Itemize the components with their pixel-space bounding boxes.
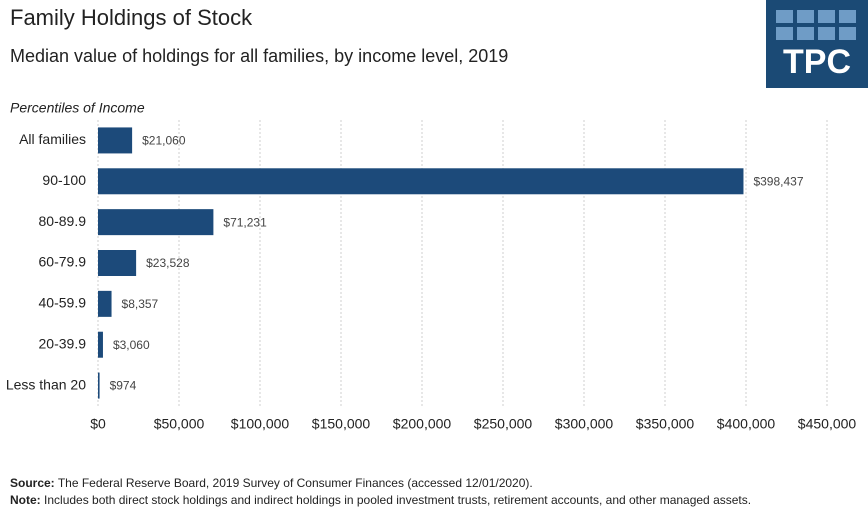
x-tick-label: $450,000 [798,416,857,432]
value-label: $974 [110,379,137,393]
x-tick-label: $50,000 [154,416,205,432]
y-tick-label: All families [19,131,86,147]
y-tick-label: 90-100 [42,172,86,188]
y-tick-label: 20-39.9 [39,335,87,351]
source-label: Source: [10,476,55,490]
plot [97,120,828,406]
y-tick-label: 80-89.9 [39,213,87,229]
source: Source: The Federal Reserve Board, 2019 … [10,476,533,490]
x-tick-label: $0 [90,416,106,432]
logo-squares [776,10,856,40]
x-tick-label: $350,000 [636,416,695,432]
y-tick-label: 40-59.9 [39,295,87,311]
value-label: $21,060 [142,134,186,148]
bar [98,209,214,236]
note-text: Includes both direct stock holdings and … [44,493,751,507]
value-label: $71,231 [223,215,267,229]
y-tick-label: 60-79.9 [39,254,87,270]
chart-title: Family Holdings of Stock [10,5,253,30]
note: Note: Includes both direct stock holding… [10,493,751,507]
value-label: $398,437 [753,174,803,188]
value-label: $23,528 [146,256,190,270]
bar [98,372,100,399]
x-tick-label: $300,000 [555,416,614,432]
x-tick-label: $250,000 [474,416,533,432]
logo: TPC [766,0,868,88]
x-tick-label: $150,000 [312,416,371,432]
bar [98,250,137,276]
value-label: $3,060 [113,338,150,352]
y-axis-label: Percentiles of Income [10,100,145,116]
y-tick-label: Less than 20 [6,376,86,392]
value-label: $8,357 [122,297,159,311]
bar [98,290,112,317]
logo-text: TPC [783,43,851,81]
source-text: The Federal Reserve Board, 2019 Survey o… [58,476,533,490]
bar [98,168,744,195]
x-tick-label: $400,000 [717,416,776,432]
bar [98,331,103,358]
x-tick-label: $200,000 [393,416,452,432]
chart-subtitle: Median value of holdings for all familie… [10,46,508,66]
bar [98,127,133,154]
note-label: Note: [10,493,41,507]
x-tick-label: $100,000 [231,416,290,432]
